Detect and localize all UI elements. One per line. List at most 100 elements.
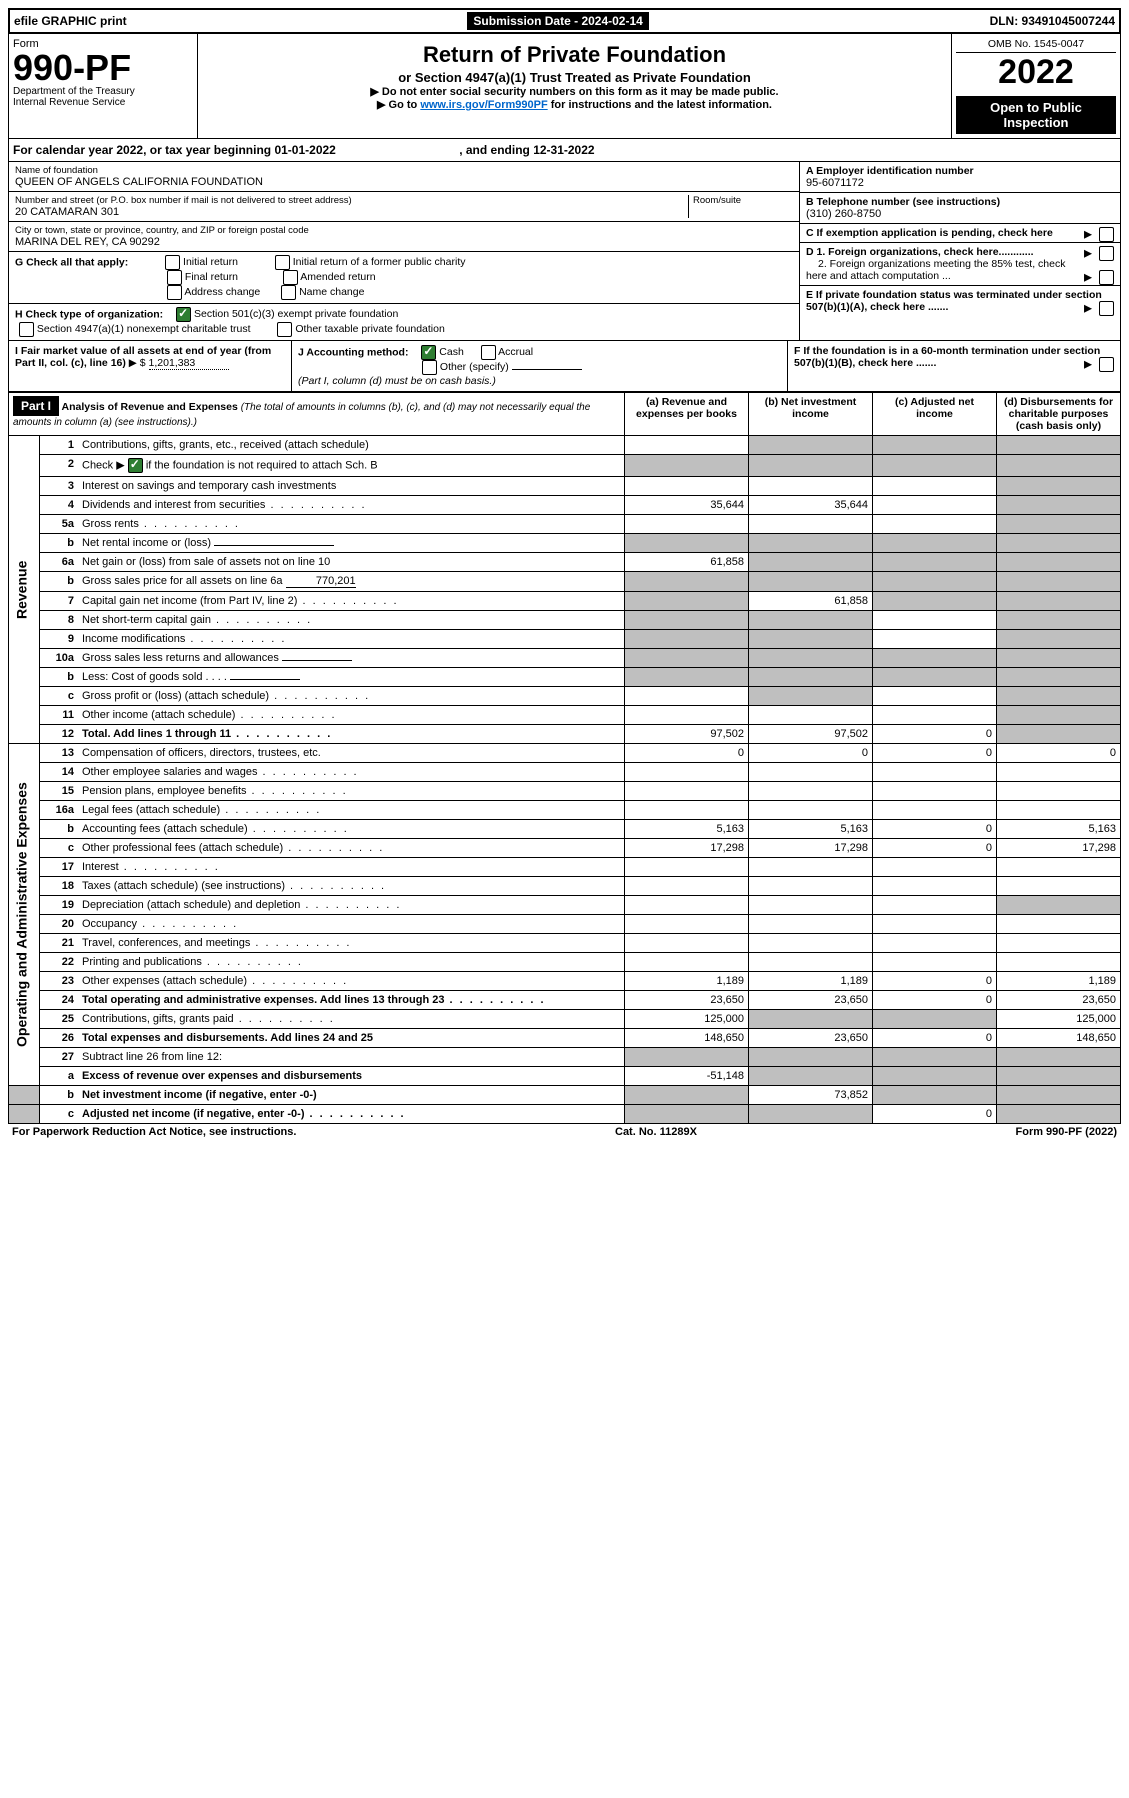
- r16b-a: 5,163: [625, 820, 749, 839]
- row-10a: Gross sales less returns and allowances: [78, 649, 625, 668]
- check-g-label: G Check all that apply:: [15, 256, 128, 268]
- room-label: Room/suite: [693, 195, 793, 206]
- omb-no: OMB No. 1545-0047: [956, 38, 1116, 53]
- cal-pre: For calendar year 2022, or tax year begi…: [13, 143, 274, 157]
- row-16b: Accounting fees (attach schedule): [78, 820, 625, 839]
- r16b-c: 0: [873, 820, 997, 839]
- dln: DLN: 93491045007244: [990, 14, 1115, 28]
- lower-info: I Fair market value of all assets at end…: [9, 340, 1120, 391]
- opt-initial-former: Initial return of a former public charit…: [293, 256, 466, 268]
- r27c-c: 0: [873, 1105, 997, 1124]
- chk-d1[interactable]: [1099, 246, 1114, 261]
- addr-val: 20 CATAMARAN 301: [15, 206, 688, 218]
- form-number: 990-PF: [13, 50, 193, 86]
- r16c-b: 17,298: [749, 839, 873, 858]
- chk-initial[interactable]: [165, 255, 180, 270]
- part1-title: Analysis of Revenue and Expenses: [62, 401, 238, 413]
- row-2: Check ▶ if the foundation is not require…: [78, 455, 625, 477]
- chk-amended[interactable]: [283, 270, 298, 285]
- r16c-c: 0: [873, 839, 997, 858]
- opt-cash: Cash: [439, 346, 464, 358]
- r25-d: 125,000: [997, 1010, 1121, 1029]
- row-4: Dividends and interest from securities: [78, 496, 625, 515]
- r10a-text: Gross sales less returns and allowances: [82, 652, 279, 664]
- opt-initial: Initial return: [183, 256, 238, 268]
- cal-mid: , and ending: [459, 143, 533, 157]
- box-d1-label: D 1. Foreign organizations, check here..…: [806, 246, 1034, 258]
- r16c-d: 17,298: [997, 839, 1121, 858]
- city-val: MARINA DEL REY, CA 90292: [15, 236, 793, 248]
- r26-a: 148,650: [625, 1029, 749, 1048]
- chk-other-acct[interactable]: [422, 360, 437, 375]
- r26-b: 23,650: [749, 1029, 873, 1048]
- instr-1: ▶ Do not enter social security numbers o…: [204, 85, 945, 98]
- row-24: Total operating and administrative expen…: [78, 991, 625, 1010]
- r23-a: 1,189: [625, 972, 749, 991]
- box-i-label: I Fair market value of all assets at end…: [15, 345, 271, 369]
- addr-label: Number and street (or P.O. box number if…: [15, 195, 688, 206]
- chk-d2[interactable]: [1099, 270, 1114, 285]
- chk-other-tax[interactable]: [277, 322, 292, 337]
- box-f: F If the foundation is in a 60-month ter…: [788, 341, 1120, 391]
- efile-label[interactable]: efile GRAPHIC print: [14, 14, 127, 28]
- address-cell: Number and street (or P.O. box number if…: [9, 192, 799, 222]
- check-h-row: H Check type of organization: Section 50…: [9, 304, 799, 340]
- chk-final[interactable]: [167, 270, 182, 285]
- row-10b: Less: Cost of goods sold . . . .: [78, 668, 625, 687]
- row-6a: Net gain or (loss) from sale of assets n…: [78, 553, 625, 572]
- instr2-pre: ▶ Go to: [377, 99, 420, 111]
- row-27c: Adjusted net income (if negative, enter …: [78, 1105, 625, 1124]
- opt-final: Final return: [185, 271, 238, 283]
- r23-b: 1,189: [749, 972, 873, 991]
- chk-name[interactable]: [281, 285, 296, 300]
- row-27b: Net investment income (if negative, ente…: [78, 1086, 625, 1105]
- chk-c[interactable]: [1099, 227, 1114, 242]
- chk-initial-former[interactable]: [275, 255, 290, 270]
- row-5a: Gross rents: [78, 515, 625, 534]
- row-11: Other income (attach schedule): [78, 706, 625, 725]
- row-25: Contributions, gifts, grants paid: [78, 1010, 625, 1029]
- opt-other-tax: Other taxable private foundation: [295, 323, 444, 335]
- foundation-name-cell: Name of foundation QUEEN OF ANGELS CALIF…: [9, 162, 799, 192]
- opt-501c3: Section 501(c)(3) exempt private foundat…: [194, 308, 398, 320]
- row-20: Occupancy: [78, 915, 625, 934]
- r24-b: 23,650: [749, 991, 873, 1010]
- row-9: Income modifications: [78, 630, 625, 649]
- ein-cell: A Employer identification number 95-6071…: [800, 162, 1120, 193]
- chk-f[interactable]: [1099, 357, 1114, 372]
- row-16a: Legal fees (attach schedule): [78, 801, 625, 820]
- row-8: Net short-term capital gain: [78, 611, 625, 630]
- chk-address[interactable]: [167, 285, 182, 300]
- r5b-text: Net rental income or (loss): [82, 537, 211, 549]
- chk-schb[interactable]: [128, 458, 143, 473]
- r4-a: 35,644: [625, 496, 749, 515]
- chk-cash[interactable]: [421, 345, 436, 360]
- form-header: Form 990-PF Department of the Treasury I…: [8, 34, 1121, 139]
- r6b-val: 770,201: [286, 575, 356, 588]
- r13-b: 0: [749, 744, 873, 763]
- r12-c: 0: [873, 725, 997, 744]
- row-12: Total. Add lines 1 through 11: [78, 725, 625, 744]
- instr-2: ▶ Go to www.irs.gov/Form990PF for instru…: [204, 98, 945, 111]
- r12-b: 97,502: [749, 725, 873, 744]
- r23-d: 1,189: [997, 972, 1121, 991]
- irs-link[interactable]: www.irs.gov/Form990PF: [420, 99, 547, 111]
- row-18: Taxes (attach schedule) (see instruction…: [78, 877, 625, 896]
- row-26: Total expenses and disbursements. Add li…: [78, 1029, 625, 1048]
- chk-accrual[interactable]: [481, 345, 496, 360]
- row-16c: Other professional fees (attach schedule…: [78, 839, 625, 858]
- submission-date: Submission Date - 2024-02-14: [467, 12, 648, 30]
- r26-d: 148,650: [997, 1029, 1121, 1048]
- box-i-val: 1,201,383: [149, 357, 229, 370]
- opt-other-acct: Other (specify): [440, 361, 509, 373]
- box-i: I Fair market value of all assets at end…: [9, 341, 292, 391]
- phone-label: B Telephone number (see instructions): [806, 196, 1114, 208]
- chk-e[interactable]: [1099, 301, 1114, 316]
- r24-c: 0: [873, 991, 997, 1010]
- chk-4947[interactable]: [19, 322, 34, 337]
- footer-left: For Paperwork Reduction Act Notice, see …: [12, 1126, 296, 1138]
- open-public: Open to Public Inspection: [956, 96, 1116, 134]
- check-h-label: H Check type of organization:: [15, 308, 163, 320]
- col-a-hdr: (a) Revenue and expenses per books: [625, 393, 749, 436]
- chk-501c3[interactable]: [176, 307, 191, 322]
